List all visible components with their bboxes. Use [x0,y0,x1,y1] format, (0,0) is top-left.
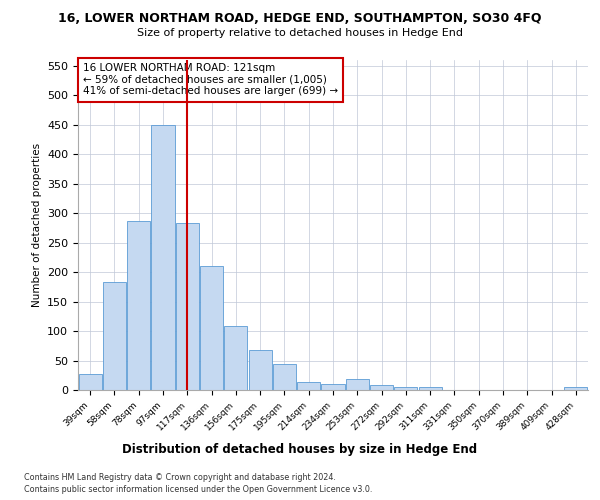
Text: Contains public sector information licensed under the Open Government Licence v3: Contains public sector information licen… [24,485,373,494]
Bar [103,282,126,390]
Bar [297,382,320,390]
Bar [127,221,150,390]
Text: 16, LOWER NORTHAM ROAD, HEDGE END, SOUTHAMPTON, SO30 4FQ: 16, LOWER NORTHAM ROAD, HEDGE END, SOUTH… [58,12,542,26]
Bar [419,387,442,390]
Text: Contains HM Land Registry data © Crown copyright and database right 2024.: Contains HM Land Registry data © Crown c… [24,472,336,482]
Bar [273,364,296,390]
Bar [176,223,199,390]
Bar [79,374,101,390]
Bar [346,380,369,390]
Bar [322,384,344,390]
Bar [370,386,393,390]
Bar [151,125,175,390]
Bar [248,350,272,390]
Bar [200,266,223,390]
Text: 16 LOWER NORTHAM ROAD: 121sqm
← 59% of detached houses are smaller (1,005)
41% o: 16 LOWER NORTHAM ROAD: 121sqm ← 59% of d… [83,64,338,96]
Text: Size of property relative to detached houses in Hedge End: Size of property relative to detached ho… [137,28,463,38]
Bar [565,387,587,390]
Text: Distribution of detached houses by size in Hedge End: Distribution of detached houses by size … [122,442,478,456]
Bar [224,326,247,390]
Bar [394,387,418,390]
Y-axis label: Number of detached properties: Number of detached properties [32,143,41,307]
